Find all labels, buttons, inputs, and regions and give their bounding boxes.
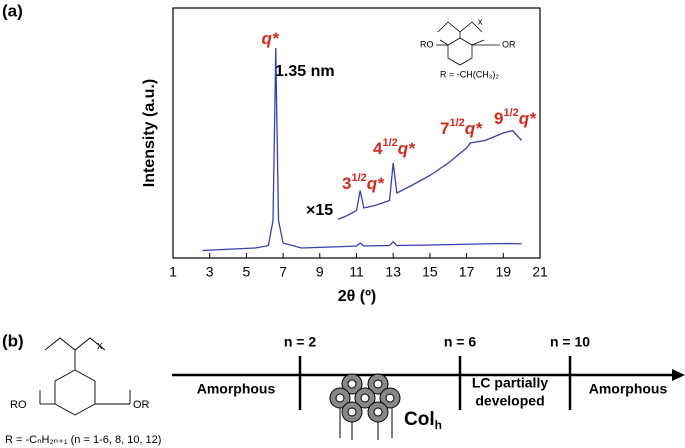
inset-text: RO xyxy=(420,39,434,49)
phase-arrow xyxy=(172,356,674,410)
phase-boundary: n = 6 xyxy=(444,334,477,350)
annotation: 91/2q* xyxy=(494,107,537,129)
panel-label: (b) xyxy=(2,331,24,350)
arrow-head xyxy=(672,369,685,381)
annotation-sup: 1/2 xyxy=(382,137,397,149)
x-tick-label: 1 xyxy=(169,264,177,280)
inset-text: OR xyxy=(502,39,516,49)
y-axis-label: Intensity (a.u.) xyxy=(141,79,158,187)
x-tick-label: 15 xyxy=(422,264,438,280)
structure-text: RO xyxy=(10,399,27,411)
annotation: 41/2q* xyxy=(373,137,416,159)
annotation: q* xyxy=(262,29,280,48)
annotation-text: q* xyxy=(367,174,385,193)
x-tick-label: 21 xyxy=(532,264,548,280)
data-line xyxy=(202,47,522,252)
inset-structure xyxy=(436,21,500,66)
inset-text: x xyxy=(478,16,483,26)
annotation-text: q* xyxy=(398,139,416,158)
annotation: 1.35 nm xyxy=(275,63,335,80)
annotation-sup: 1/2 xyxy=(503,107,518,119)
x-tick-label: 7 xyxy=(279,264,287,280)
phase-label: Amorphous xyxy=(197,381,276,397)
x-tick-label: 3 xyxy=(206,264,214,280)
structure-text: x xyxy=(97,340,103,352)
x-tick-label: 19 xyxy=(496,264,512,280)
annotation-text: ×15 xyxy=(306,202,333,219)
annotation-base: 4 xyxy=(373,139,383,158)
panel-label: (a) xyxy=(2,1,23,20)
data-line xyxy=(337,129,523,220)
structure-b xyxy=(39,337,131,416)
phase-boundary: n = 2 xyxy=(284,334,317,350)
x-axis-label: 2θ (º) xyxy=(338,288,377,305)
annotation-sup: 1/2 xyxy=(351,172,366,184)
annotation: ×15 xyxy=(306,202,333,219)
annotation-text: 1.35 nm xyxy=(275,63,335,80)
annotation-text: q* xyxy=(262,29,280,48)
x-tick-label: 11 xyxy=(349,264,364,280)
annotation: 71/2q* xyxy=(440,117,483,139)
annotation-base: 7 xyxy=(440,119,449,138)
annotation-text: q* xyxy=(465,119,483,138)
phase-label: Amorphous xyxy=(589,381,668,397)
x-tick-label: 17 xyxy=(459,264,475,280)
inset-text: R = -CH(CH₃)₂ xyxy=(440,69,499,79)
annotation-text: q* xyxy=(519,109,537,128)
structure-text: OR xyxy=(133,399,150,411)
annotation-base: 3 xyxy=(342,174,351,193)
phase-label: LC partially xyxy=(472,375,548,391)
column-bundle xyxy=(329,373,401,440)
annotation-sup: 1/2 xyxy=(449,117,464,129)
phase-label: developed xyxy=(475,393,544,409)
x-tick-label: 5 xyxy=(243,264,251,280)
annotation-base: 9 xyxy=(494,109,503,128)
phase-name: Colh xyxy=(404,409,442,432)
phase-boundary: n = 10 xyxy=(550,334,590,350)
structure-text: R = -CₙH₂ₙ₊₁ (n = 1-6, 8, 10, 12) xyxy=(5,434,161,446)
annotation: 31/2q* xyxy=(342,172,385,194)
plot-frame xyxy=(172,7,541,259)
x-tick-label: 9 xyxy=(316,264,324,280)
x-tick-label: 13 xyxy=(385,264,401,280)
